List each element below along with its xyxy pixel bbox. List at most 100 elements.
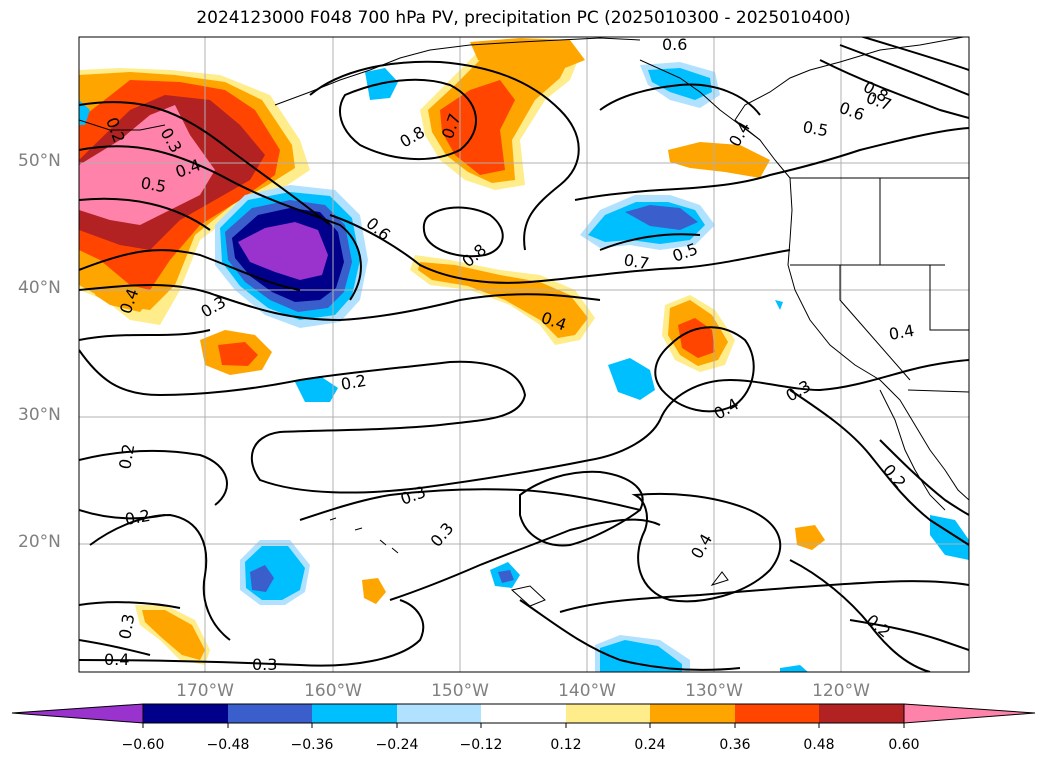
pv-contour-5: [79, 329, 211, 341]
contour-label: 0.3: [115, 612, 138, 640]
pv-contour-20: [79, 449, 228, 506]
pv-contour-17: [859, 37, 969, 71]
state-border-3: [839, 265, 911, 381]
pv-contour-10: [329, 214, 791, 284]
anomaly-sw-negative-core: [250, 565, 274, 592]
lat-label-30n: 30°N: [18, 405, 61, 425]
pv-contour-13: [599, 233, 701, 251]
colorbar-segment: [397, 704, 481, 723]
colorbar-segment: [228, 704, 312, 723]
contour-label: 0.2: [115, 442, 138, 470]
alaska-panhandle-coast: [639, 59, 761, 141]
coastlines: [79, 37, 969, 607]
colorbar-extend-low: [11, 703, 144, 724]
lon-label-170w: 170°W: [176, 681, 234, 701]
pv-contour-4: [79, 284, 601, 322]
anomaly-west-positive-core: [218, 342, 258, 366]
anomaly-bc-positive: [668, 142, 770, 178]
colorbar-tick-label: −0.24: [375, 737, 419, 753]
pv-contour-23: [79, 639, 151, 656]
alaska-coast: [274, 37, 641, 106]
anomaly-mid-negative: [608, 358, 655, 400]
colorbar-segment: [481, 704, 566, 723]
colorbar-tick-label: −0.12: [459, 737, 503, 753]
pv-contour-8: [422, 206, 504, 258]
pv-contour-14: [599, 83, 761, 116]
colorbar-extend-high: [903, 703, 1036, 724]
pv-contour-22: [79, 601, 181, 609]
colorbar-tick-label: −0.36: [290, 737, 334, 753]
lat-label-20n: 20°N: [18, 532, 61, 552]
anomaly-ne-pacific-negative-core: [625, 205, 698, 230]
pv-contour-11: [79, 349, 969, 494]
contour-label: 0.3: [252, 655, 277, 674]
colorbar-segment: [650, 704, 735, 723]
graticule: [79, 37, 969, 672]
anomaly-tiny-negative: [775, 300, 783, 310]
pv-contour-3: [79, 197, 211, 231]
pv-contour-30: [79, 599, 425, 667]
pv-contour-9: [309, 60, 580, 251]
anomaly-hawaii-positive: [362, 578, 386, 604]
small-island: [510, 585, 546, 607]
colorbar: [11, 703, 1036, 728]
hawaii-islands: [329, 517, 399, 554]
lon-label-160w: 160°W: [304, 681, 362, 701]
contour-label: 0.6: [662, 35, 687, 54]
contour-label: 0.7: [622, 250, 650, 273]
colorbar-segment: [566, 704, 650, 723]
colorbar-tick-label: 0.48: [803, 737, 835, 753]
us-mexico-border: [907, 389, 969, 393]
contour-label: 0.4: [104, 650, 129, 669]
south-island: [710, 571, 729, 586]
map-title: 2024123000 F048 700 hPa PV, precipitatio…: [196, 8, 851, 28]
pv-contour-15: [819, 59, 969, 119]
anomaly-southwest-positive-mid: [142, 610, 205, 660]
colorbar-tick-label: −0.48: [206, 737, 250, 753]
anomaly-bottom-right-negative: [780, 665, 808, 672]
colorbar-segment: [312, 704, 397, 723]
russia-coast: [79, 119, 166, 131]
lon-label-120w: 120°W: [812, 681, 870, 701]
pv-contour-6: [79, 249, 301, 291]
pv-contour-16: [839, 44, 969, 96]
colorbar-tick-label: 0.24: [634, 737, 666, 753]
pv-contour-2: [79, 145, 362, 301]
contour-label: 0.4: [887, 321, 915, 344]
lon-label-130w: 130°W: [685, 681, 743, 701]
anomaly-nw-positive-peak: [79, 105, 215, 225]
contour-label: 0.2: [123, 506, 151, 529]
contour-label: 0.5: [801, 117, 829, 140]
colorbar-tick-label: −0.60: [121, 737, 165, 753]
pv-contour-26: [389, 518, 661, 601]
baja-coast: [879, 389, 946, 511]
pv-contour-27: [519, 470, 644, 547]
pv-contour-18: [654, 326, 755, 413]
anomaly-west-edge-negative: [79, 100, 90, 125]
pv-contour-29: [559, 580, 969, 613]
colorbar-segment: [143, 704, 228, 723]
pv-contour-7: [339, 78, 477, 160]
contour-label: 0.5: [139, 173, 167, 196]
pv-contour-21: [89, 513, 231, 641]
pv-contour-33: [879, 439, 969, 516]
pv-contour-32: [789, 559, 931, 672]
pv-contour-24: [79, 509, 166, 520]
state-border-4: [929, 265, 969, 331]
pv-contour-1: [79, 101, 331, 226]
pv-contour-19: [789, 389, 969, 546]
pv-contours: [79, 37, 969, 672]
lon-label-140w: 140°W: [558, 681, 616, 701]
plot-frame: [78, 36, 970, 673]
anomaly-bottom-negative-core: [600, 640, 682, 672]
contour-label: 0.2: [339, 371, 367, 394]
pv-contour-31: [519, 599, 741, 671]
pv-contour-12: [574, 127, 969, 201]
colorbar-segment: [735, 704, 819, 723]
north-america-coast: [734, 37, 969, 501]
anomaly-central-negative-core: [238, 222, 328, 280]
lat-label-50n: 50°N: [18, 151, 61, 171]
lat-label-40n: 40°N: [18, 278, 61, 298]
anomaly-south-negative-core: [498, 570, 514, 583]
pv-contour-25: [299, 488, 641, 521]
